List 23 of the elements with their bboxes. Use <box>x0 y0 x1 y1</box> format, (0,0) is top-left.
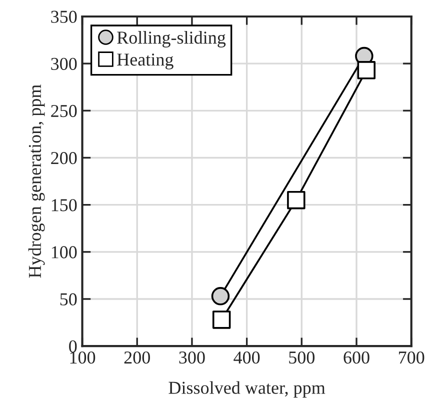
y-tick-label: 100 <box>52 246 77 258</box>
x-tick-label: 300 <box>179 351 205 364</box>
x-axis-title: Dissolved water, ppm <box>168 381 326 398</box>
y-tick-label: 150 <box>52 199 77 212</box>
point <box>357 61 376 80</box>
point <box>287 190 306 210</box>
x-tick-label: 500 <box>289 351 315 364</box>
x-tick-label: 100 <box>70 351 96 364</box>
y-tick-label: 50 <box>60 293 77 306</box>
y-tick-label: 200 <box>51 152 77 164</box>
y-tick-label: 300 <box>51 58 77 70</box>
x-tick-label: 400 <box>234 351 260 364</box>
y-tick-label: 350 <box>51 10 77 23</box>
x-tick-label: 200 <box>124 351 150 364</box>
legend-label: Heating <box>117 54 174 70</box>
point <box>211 287 230 306</box>
x-tick-label: 600 <box>344 351 370 364</box>
x-tick-label: 700 <box>399 351 424 364</box>
legend-label: Rolling-sliding <box>117 31 226 48</box>
y-tick-label: 0 <box>69 340 77 353</box>
y-axis-title: Hydrogen generation, ppm <box>28 84 45 278</box>
y-tick-label: 250 <box>51 104 77 118</box>
point <box>212 310 231 329</box>
